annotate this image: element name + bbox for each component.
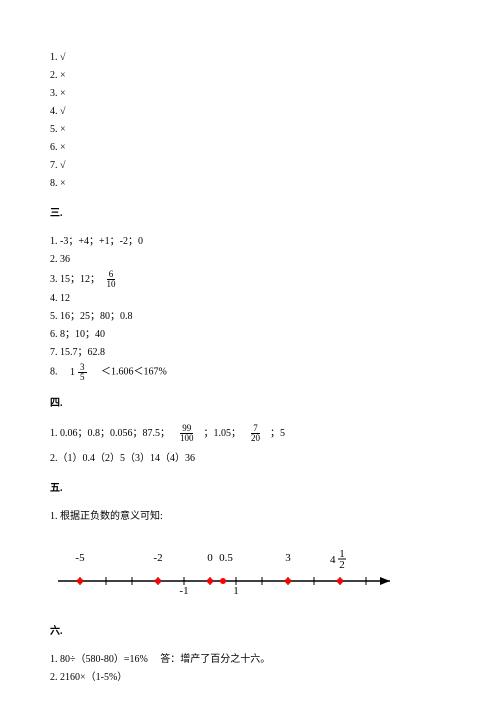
- answer-line: 1. 80÷（580-80）=16% 答：增产了百分之十六。: [50, 652, 450, 668]
- answer-prefix: 3. 15；12；: [50, 274, 100, 285]
- answer-line: 5. 16；25；80；0.8: [50, 309, 450, 325]
- svg-text:0.5: 0.5: [219, 552, 233, 564]
- judgment-item: 8. ×: [50, 176, 450, 192]
- answer-suffix: ＜1.606＜167%: [91, 367, 167, 378]
- fraction-denominator: 5: [78, 373, 87, 382]
- svg-text:4: 4: [330, 554, 336, 566]
- judgment-text: 3. ×: [50, 88, 66, 99]
- section-four-header: 四.: [50, 396, 450, 412]
- answer-line: 1. -3；+4；+1；-2；0: [50, 234, 450, 250]
- fraction: 99 100: [178, 424, 196, 443]
- fraction-denominator: 20: [249, 434, 262, 443]
- section-three-header: 三.: [50, 206, 450, 222]
- answer-line: 2. 2160×（1-5%）: [50, 670, 450, 686]
- judgment-item: 5. ×: [50, 122, 450, 138]
- section-six-header: 六.: [50, 624, 450, 640]
- svg-text:0: 0: [207, 552, 213, 564]
- svg-text:3: 3: [285, 552, 291, 564]
- fraction: 3 5: [78, 363, 87, 382]
- judgment-item: 4. √: [50, 104, 450, 120]
- mixed-fraction: 1 3 5: [70, 363, 89, 382]
- judgment-item: 2. ×: [50, 68, 450, 84]
- answer-line-mixed: 8. 1 3 5 ＜1.606＜167%: [50, 363, 450, 382]
- judgment-text: 5. ×: [50, 124, 66, 135]
- svg-text:-1: -1: [179, 585, 188, 597]
- judgment-text: 6. ×: [50, 142, 66, 153]
- judgment-text: 8. ×: [50, 178, 66, 189]
- judgment-text: 4. √: [50, 106, 66, 117]
- section-five-header: 五.: [50, 481, 450, 497]
- answer-line: 2.（1）0.4（2）5（3）14（4）36: [50, 451, 450, 467]
- answer-line-fractions: 1. 0.06；0.8；0.056；87.5； 99 100 ；1.05； 7 …: [50, 424, 450, 443]
- fraction: 7 20: [249, 424, 262, 443]
- judgments-list: 1. √ 2. × 3. × 4. √ 5. × 6. × 7. √ 8. ×: [50, 50, 450, 192]
- judgment-item: 6. ×: [50, 140, 450, 156]
- answer-line: 4. 12: [50, 291, 450, 307]
- mixed-whole: 1: [70, 365, 75, 381]
- svg-text:2: 2: [339, 559, 345, 571]
- judgment-text: 2. ×: [50, 70, 66, 81]
- judgment-item: 7. √: [50, 158, 450, 174]
- judgment-text: 1. √: [50, 52, 66, 63]
- svg-text:1: 1: [233, 585, 239, 597]
- fraction-denominator: 100: [178, 434, 196, 443]
- judgment-item: 3. ×: [50, 86, 450, 102]
- number-line-svg: -5-2-100.513412: [50, 539, 400, 604]
- svg-text:-2: -2: [153, 552, 162, 564]
- answer-line: 2. 36: [50, 252, 450, 268]
- judgment-text: 7. √: [50, 160, 66, 171]
- answer-text: ；5: [270, 426, 285, 442]
- answer-text: 1. 0.06；0.8；0.056；87.5；: [50, 426, 170, 442]
- number-line-figure: -5-2-100.513412: [50, 539, 450, 610]
- fraction-denominator: 10: [105, 280, 118, 289]
- answer-line-fraction: 3. 15；12； 6 10: [50, 270, 450, 289]
- fraction: 6 10: [105, 270, 118, 289]
- answer-line: 1. 根据正负数的意义可知:: [50, 509, 450, 525]
- answer-text: ；1.05；: [204, 426, 242, 442]
- svg-text:-5: -5: [75, 552, 85, 564]
- answer-line: 6. 8；10；40: [50, 327, 450, 343]
- judgment-item: 1. √: [50, 50, 450, 66]
- answer-line: 7. 15.7；62.8: [50, 345, 450, 361]
- answer-prefix: 8.: [50, 367, 68, 378]
